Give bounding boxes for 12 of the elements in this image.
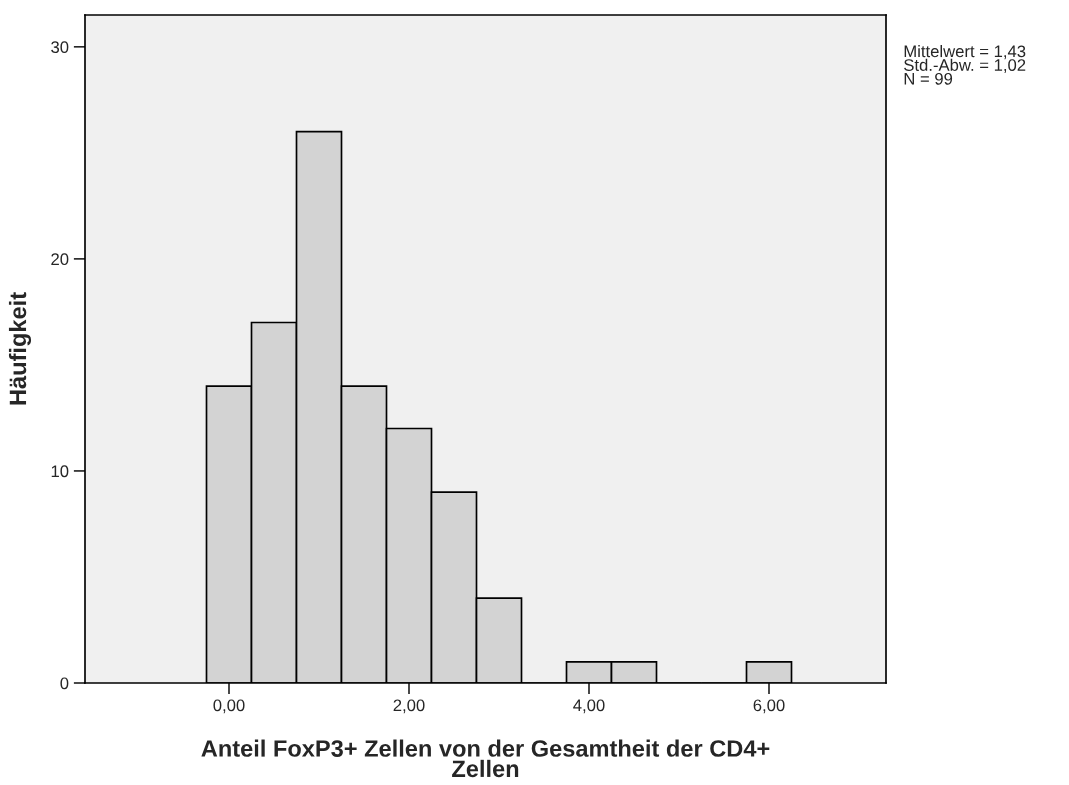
y-tick-label: 0	[60, 677, 69, 690]
x-tick-label: 2,00	[393, 699, 425, 714]
y-axis-title: Häufigkeit	[8, 292, 32, 405]
y-tick-label: 20	[51, 253, 69, 266]
text: N = 99	[904, 72, 953, 85]
y-tick-label: 10	[51, 465, 69, 478]
x-tick-label: 0,00	[213, 699, 245, 714]
y-tick-label: 30	[51, 41, 69, 54]
text: Std.-Abw. = 1,02	[904, 58, 1026, 73]
x-tick-label: 6,00	[753, 699, 785, 714]
x-tick-label: 4,00	[573, 699, 605, 714]
x-axis-title: Anteil FoxP3+ Zellen von der Gesamtheit der CD4+ Zellen	[201, 739, 770, 778]
